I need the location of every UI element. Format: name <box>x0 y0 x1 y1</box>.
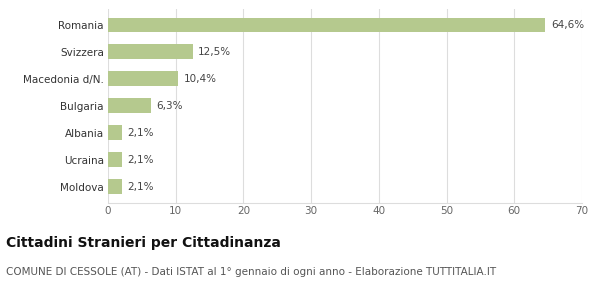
Text: 2,1%: 2,1% <box>128 182 154 192</box>
Text: COMUNE DI CESSOLE (AT) - Dati ISTAT al 1° gennaio di ogni anno - Elaborazione TU: COMUNE DI CESSOLE (AT) - Dati ISTAT al 1… <box>6 267 496 277</box>
Bar <box>108 152 122 167</box>
Text: Cittadini Stranieri per Cittadinanza: Cittadini Stranieri per Cittadinanza <box>6 236 281 250</box>
Bar <box>108 98 151 113</box>
Text: 6,3%: 6,3% <box>156 101 182 111</box>
Text: 12,5%: 12,5% <box>198 47 231 57</box>
Text: 2,1%: 2,1% <box>128 128 154 138</box>
Bar <box>108 71 178 86</box>
Bar <box>108 44 193 59</box>
Bar <box>108 17 545 32</box>
Text: 64,6%: 64,6% <box>551 20 584 30</box>
Bar <box>108 179 122 194</box>
Text: 2,1%: 2,1% <box>128 155 154 165</box>
Bar <box>108 125 122 140</box>
Text: 10,4%: 10,4% <box>184 74 217 84</box>
